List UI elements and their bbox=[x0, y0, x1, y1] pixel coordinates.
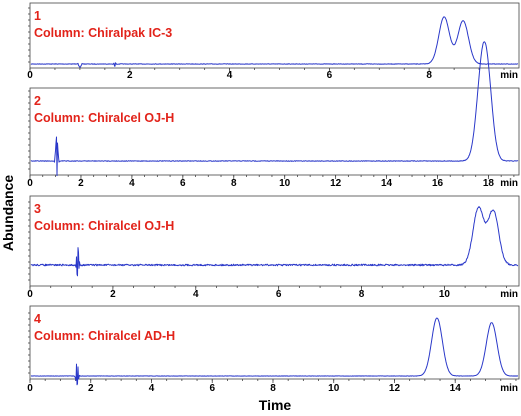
x-tick-label: 4 bbox=[129, 178, 135, 189]
panel-number: 3 bbox=[34, 202, 41, 216]
panel-number: 2 bbox=[34, 94, 41, 108]
x-tick-label: 4 bbox=[193, 289, 199, 300]
x-tick-label: 4 bbox=[227, 70, 233, 81]
panel-4: 0 2 4 6 8 10 12 14 min 4 Column: Chiralcel AD-H bbox=[27, 305, 520, 394]
x-tick-label: 8 bbox=[359, 289, 365, 300]
x-unit-label: min bbox=[500, 70, 518, 81]
x-tick-label: 14 bbox=[381, 178, 393, 189]
x-tick-label: 10 bbox=[279, 178, 291, 189]
x-tick-label: 4 bbox=[149, 383, 155, 394]
x-tick-label: 10 bbox=[439, 289, 451, 300]
panel-1-trace bbox=[30, 16, 518, 68]
x-tick-label: 0 bbox=[27, 178, 33, 189]
x-unit-label: min bbox=[500, 289, 518, 300]
panel-2-frame bbox=[29, 87, 520, 176]
x-tick-label: 16 bbox=[432, 178, 444, 189]
x-tick-label: 6 bbox=[209, 383, 215, 394]
panel-4-trace bbox=[30, 317, 518, 386]
x-tick-label: 2 bbox=[110, 289, 116, 300]
panel-2: 0 2 4 6 8 10 12 14 16 18 min 2 Column: Chiralcel OJ-… bbox=[27, 41, 520, 189]
panel-2-trace bbox=[30, 41, 519, 177]
x-tick-label: 6 bbox=[276, 289, 282, 300]
x-tick-label: 8 bbox=[270, 383, 276, 394]
x-tick-label: 2 bbox=[88, 383, 94, 394]
x-tick-label: 6 bbox=[180, 178, 186, 189]
x-tick-label: 18 bbox=[483, 178, 495, 189]
x-tick-label: 12 bbox=[330, 178, 342, 189]
x-unit-label: min bbox=[500, 178, 518, 189]
x-tick-label: 12 bbox=[389, 383, 401, 394]
x-tick-label: 6 bbox=[327, 70, 333, 81]
panel-1: 0 2 4 6 8 min 1 Column: Chiralpak IC-3 bbox=[27, 2, 520, 81]
column-label: Column: Chiralcel OJ-H bbox=[34, 219, 174, 233]
panel-4-frame bbox=[29, 305, 520, 380]
x-unit-label: min bbox=[500, 383, 518, 394]
x-tick-label: 14 bbox=[450, 383, 462, 394]
y-axis-title: Abundance bbox=[0, 175, 16, 251]
x-tick-label: 8 bbox=[426, 70, 432, 81]
x-tick-label: 0 bbox=[27, 383, 33, 394]
x-tick-label: 2 bbox=[127, 70, 133, 81]
x-tick-label: 0 bbox=[27, 289, 33, 300]
column-label: Column: Chiralcel AD-H bbox=[34, 329, 175, 343]
column-label: Column: Chiralpak IC-3 bbox=[34, 26, 172, 40]
panel-number: 4 bbox=[34, 312, 41, 326]
panels-group: 0 2 4 6 8 min 1 Column: Chiralpak IC-3 0 2 4 6 8 10 12… bbox=[27, 2, 520, 394]
panel-1-frame bbox=[29, 2, 520, 69]
x-tick-label: 10 bbox=[328, 383, 340, 394]
panel-number: 1 bbox=[34, 9, 41, 23]
x-tick-label: 8 bbox=[231, 178, 237, 189]
panel-3-trace bbox=[30, 206, 519, 277]
column-label: Column: Chiralcel OJ-H bbox=[34, 111, 174, 125]
x-tick-label: 2 bbox=[78, 178, 84, 189]
x-axis-title: Time bbox=[259, 397, 292, 413]
x-tick-label: 0 bbox=[27, 70, 33, 81]
panel-3-frame bbox=[29, 195, 520, 287]
panel-3: 0 2 4 6 8 10 min 3 Column: Chiralcel OJ-H bbox=[27, 195, 520, 300]
